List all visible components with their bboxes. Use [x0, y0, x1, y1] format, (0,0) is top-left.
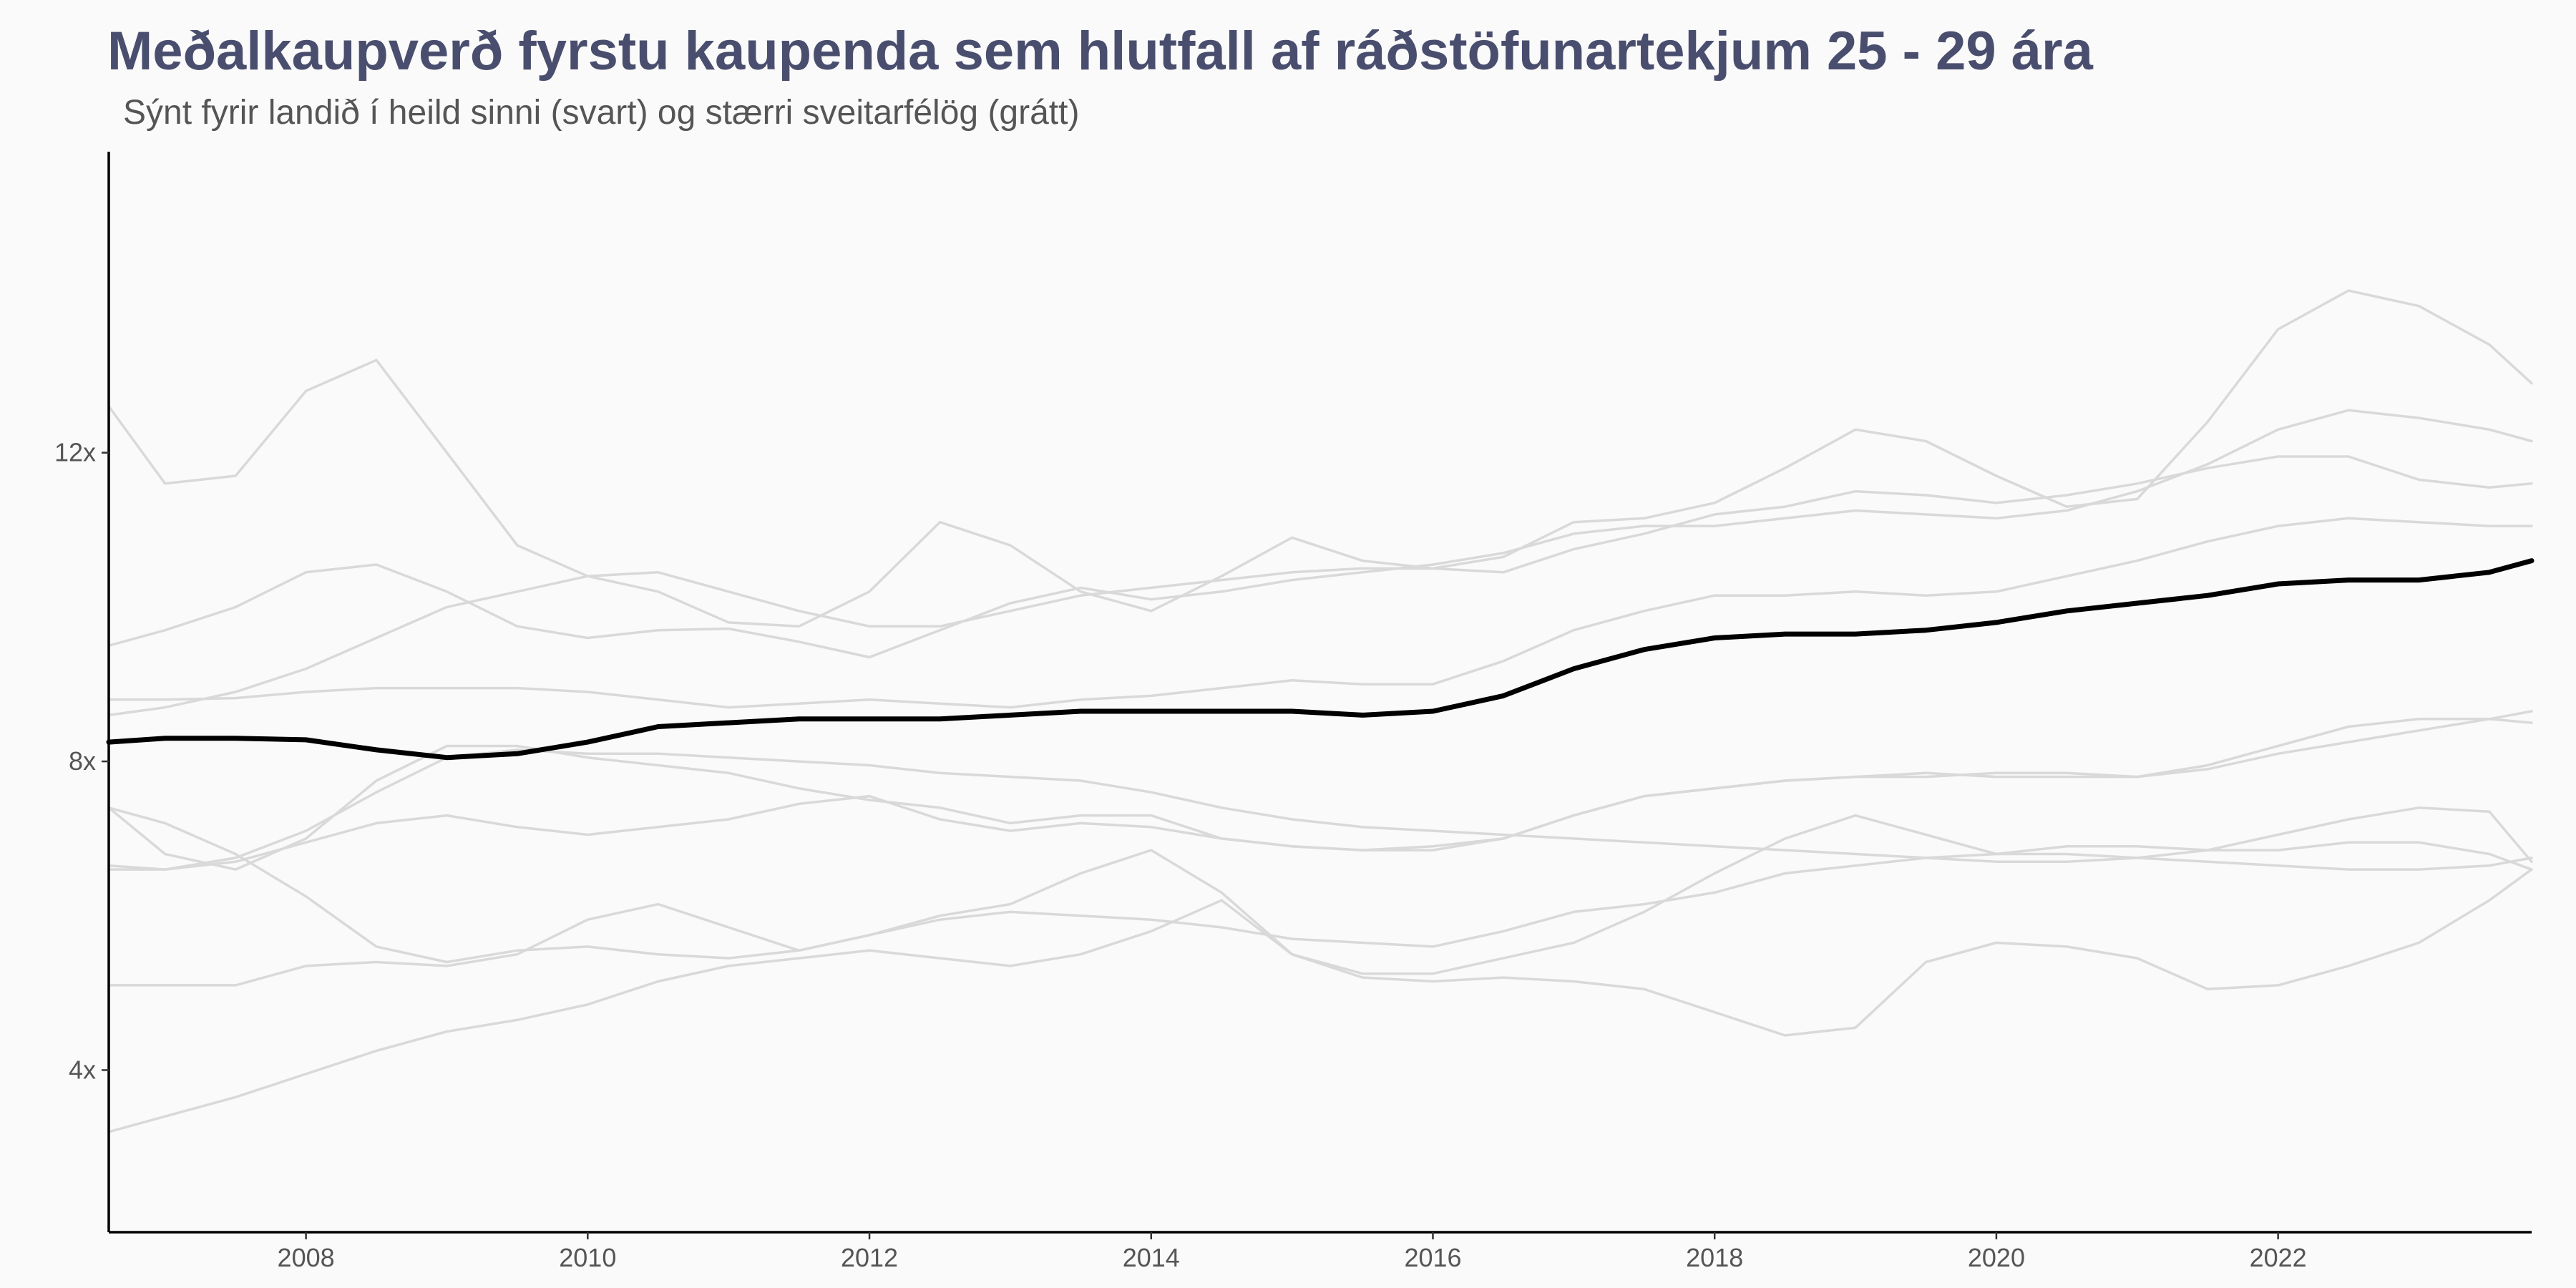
x-tick-label: 2014 — [1123, 1243, 1180, 1272]
axis-layer: 2008 2010 2012 2014 2016 2018 2020 2022 4x 8x 12x — [54, 152, 2532, 1272]
y-tick-label: 12x — [54, 438, 96, 467]
x-tick-label: 2012 — [841, 1243, 898, 1272]
series-line-2 — [107, 409, 2533, 659]
chart-title: Meðalkaupverð fyrstu kaupenda sem hlutfa… — [107, 21, 2093, 82]
series-line-10 — [107, 748, 2533, 871]
series-line-9 — [107, 868, 2533, 1133]
series-line-6 — [107, 718, 2533, 871]
series-line-highlight — [106, 558, 2534, 761]
series-line-4 — [107, 517, 2533, 709]
chart-subtitle: Sýnt fyrir landið í heild sinni (svart) … — [123, 94, 1080, 132]
x-tick-label: 2018 — [1686, 1243, 1743, 1272]
series-line-5 — [107, 710, 2533, 871]
x-tick-label: 2010 — [559, 1243, 616, 1272]
series-line-8 — [107, 814, 2533, 987]
x-tick-label: 2008 — [278, 1243, 335, 1272]
x-tick-label: 2022 — [2250, 1243, 2307, 1272]
y-tick-label: 8x — [69, 746, 96, 776]
x-tick-label: 2020 — [1968, 1243, 2025, 1272]
series-line-3 — [107, 455, 2533, 717]
series-layer — [106, 289, 2534, 1133]
x-tick-label: 2016 — [1404, 1243, 1461, 1272]
y-tick-label: 4x — [69, 1055, 96, 1085]
series-line-7 — [107, 806, 2533, 964]
